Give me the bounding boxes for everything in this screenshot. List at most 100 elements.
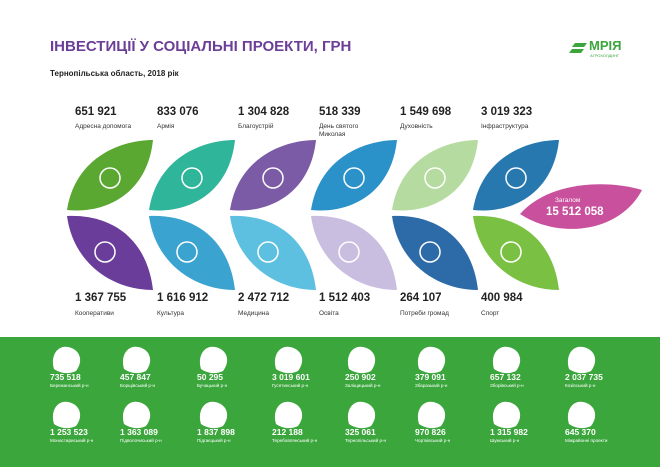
icon bbox=[343, 167, 365, 189]
icon bbox=[262, 167, 284, 189]
category-value: 264 107 bbox=[400, 292, 442, 304]
leaf bbox=[473, 215, 559, 290]
leaf bbox=[392, 215, 478, 290]
district-name: Тернопільський р-н bbox=[345, 438, 387, 443]
district-map bbox=[199, 346, 228, 374]
district-value: 645 370 bbox=[565, 427, 596, 437]
category-label: Кооперативи bbox=[75, 310, 114, 317]
category-label: Благоустрій bbox=[238, 123, 274, 130]
category-label: Спорт bbox=[481, 310, 500, 317]
district-name: Шумський р-н bbox=[490, 438, 520, 443]
icon bbox=[181, 167, 203, 189]
category-label: День святого Миколая bbox=[319, 123, 359, 138]
category-value: 1 512 403 bbox=[319, 292, 371, 304]
district-name: Борщівський р-н bbox=[120, 383, 156, 388]
district-map bbox=[52, 401, 81, 429]
leaf bbox=[230, 215, 316, 290]
subtitle: Тернопільська область, 2018 рік bbox=[50, 69, 179, 78]
district-name: Монастириський р-н bbox=[50, 438, 94, 443]
category-value: 518 339 bbox=[319, 106, 361, 118]
total-label: Загалом bbox=[555, 197, 581, 204]
category-value: 833 076 bbox=[157, 106, 199, 118]
district-value: 735 518 bbox=[50, 372, 81, 382]
category-label: Культура bbox=[157, 310, 185, 317]
district-map bbox=[417, 401, 446, 429]
category-label: Освіта bbox=[319, 310, 339, 317]
icon bbox=[500, 241, 522, 263]
district-value: 379 091 bbox=[415, 372, 446, 382]
leaf bbox=[230, 140, 316, 211]
category-label: Потреби громад bbox=[400, 310, 449, 317]
district-value: 1 837 898 bbox=[197, 427, 235, 437]
leaf bbox=[67, 215, 153, 290]
district-value: 1 315 982 bbox=[490, 427, 528, 437]
district-band bbox=[0, 337, 660, 467]
district-value: 2 037 735 bbox=[565, 372, 603, 382]
leaf bbox=[311, 215, 397, 290]
district-map bbox=[347, 346, 376, 374]
district-name: Гусятинський р-н bbox=[272, 383, 309, 388]
category-label: Армія bbox=[157, 123, 175, 130]
category-value: 1 549 698 bbox=[400, 106, 452, 118]
district-value: 1 363 089 bbox=[120, 427, 158, 437]
category-value: 1 367 755 bbox=[75, 292, 127, 304]
leaf bbox=[149, 140, 235, 211]
category-value: 3 019 323 bbox=[481, 106, 533, 118]
district-name: Зборівський р-н bbox=[490, 383, 524, 388]
district-name: Чортківський р-н bbox=[415, 438, 451, 443]
district-name: Бережанський р-н bbox=[50, 383, 89, 388]
title: ІНВЕСТИЦІЇ У СОЦІАЛЬНІ ПРОЕКТИ, ГРН bbox=[50, 38, 352, 55]
icon bbox=[99, 167, 121, 189]
district-value: 50 295 bbox=[197, 372, 223, 382]
icon bbox=[424, 167, 446, 189]
district-name: Збаразький р-н bbox=[415, 383, 448, 388]
district-value: 1 253 523 bbox=[50, 427, 88, 437]
district-map bbox=[52, 346, 81, 374]
district-name: Міжрайонні проекти bbox=[565, 438, 608, 443]
district-map bbox=[417, 346, 446, 374]
district-value: 970 826 bbox=[415, 427, 446, 437]
icon bbox=[257, 241, 279, 263]
district-map bbox=[492, 346, 521, 374]
category-label: Медицина bbox=[238, 310, 269, 317]
total-leaf bbox=[520, 184, 642, 229]
leaf bbox=[67, 140, 153, 211]
icon bbox=[338, 241, 360, 263]
leaf bbox=[311, 140, 397, 211]
district-value: 250 902 bbox=[345, 372, 376, 382]
category-value: 1 304 828 bbox=[238, 106, 290, 118]
district-map bbox=[347, 401, 376, 429]
logo: МРІЯ bbox=[589, 38, 622, 53]
logo-caption: АГРОХОЛДИНГ bbox=[590, 53, 620, 58]
district-value: 212 188 bbox=[272, 427, 303, 437]
icon bbox=[94, 241, 116, 263]
icon bbox=[176, 241, 198, 263]
district-map bbox=[122, 401, 151, 429]
district-name: Бучацький р-н bbox=[197, 383, 228, 388]
district-name: Підгаєцький р-н bbox=[197, 438, 231, 443]
district-name: Козівський р-н bbox=[565, 383, 596, 388]
leaf bbox=[149, 215, 235, 290]
category-value: 400 984 bbox=[481, 292, 523, 304]
leaf bbox=[392, 140, 478, 211]
district-value: 325 061 bbox=[345, 427, 376, 437]
district-name: Теребовлянський р-н bbox=[272, 438, 318, 443]
category-value: 2 472 712 bbox=[238, 292, 290, 304]
district-map bbox=[567, 346, 596, 374]
category-label: Духовність bbox=[400, 123, 433, 130]
category-label: Інфраструктура bbox=[481, 123, 529, 130]
district-map bbox=[567, 401, 596, 429]
leaf bbox=[473, 140, 559, 211]
district-value: 657 132 bbox=[490, 372, 521, 382]
icon bbox=[505, 167, 527, 189]
category-value: 1 616 912 bbox=[157, 292, 209, 304]
district-map bbox=[199, 401, 228, 429]
district-map bbox=[492, 401, 521, 429]
district-name: Підволочиський р-н bbox=[120, 438, 162, 443]
district-value: 457 847 bbox=[120, 372, 151, 382]
district-value: 3 019 601 bbox=[272, 372, 310, 382]
district-name: Заліщицький р-н bbox=[345, 383, 381, 388]
district-map bbox=[274, 346, 303, 374]
